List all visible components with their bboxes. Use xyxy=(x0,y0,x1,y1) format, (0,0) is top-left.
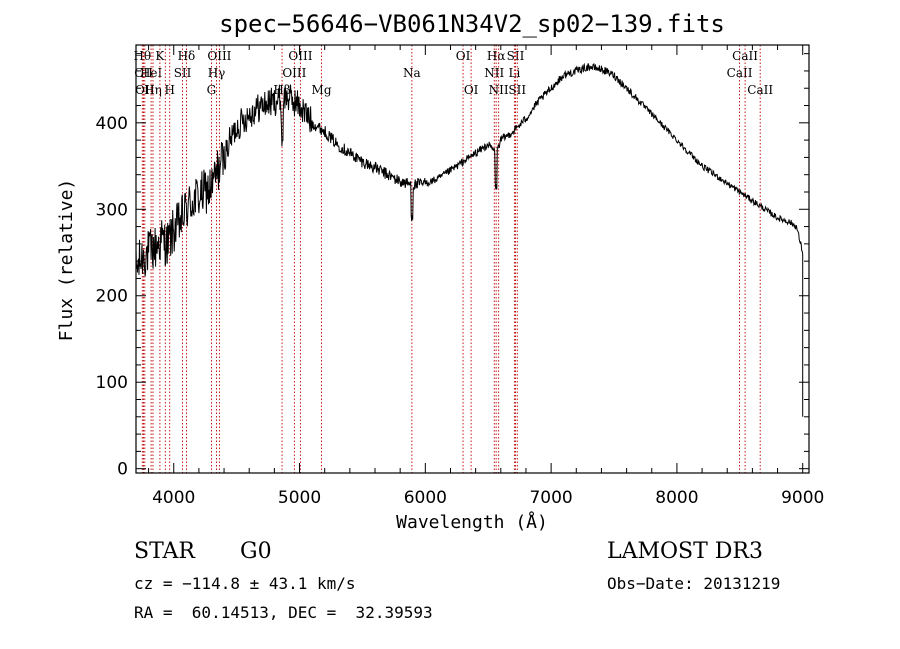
x-tick-label: 5000 xyxy=(278,488,321,508)
line-label: SII xyxy=(507,49,525,63)
spectrum-series xyxy=(135,62,804,469)
line-label: OIII xyxy=(282,66,306,80)
line-label: K xyxy=(155,49,165,63)
y-tick-label: 400 xyxy=(96,114,128,134)
line-label: NII xyxy=(484,66,504,80)
y-tick-label: 0 xyxy=(117,460,128,480)
x-axis-label: Wavelength (Å) xyxy=(396,511,548,533)
plot-frame xyxy=(135,44,810,474)
line-label: HeI xyxy=(140,66,163,80)
x-tick-label: 8000 xyxy=(655,488,698,508)
y-axis-label: Flux (relative) xyxy=(56,179,77,342)
line-label: CaII xyxy=(732,49,758,63)
ra-dec: RA = 60.14513, DEC = 32.39593 xyxy=(134,603,433,622)
line-label: Hβ xyxy=(273,83,290,97)
line-label: CaII xyxy=(747,83,773,97)
y-tick-label: 100 xyxy=(96,373,128,393)
x-tick-label: 4000 xyxy=(152,488,195,508)
line-label: Hα xyxy=(487,49,506,63)
chart-title: spec−56646−VB061N34V2_sp02−139.fits xyxy=(219,10,725,38)
observation-date: Obs−Date: 20131219 xyxy=(607,574,781,593)
line-label: CaII xyxy=(727,66,753,80)
line-label: Hθ xyxy=(133,49,151,63)
spectral-line-markers: HθCIIOIIHeIHηKHSIIHδGHγOIIIHβOIIIOIIIMgN… xyxy=(133,45,773,473)
line-label: CII xyxy=(134,66,153,80)
line-label: SII xyxy=(508,83,526,97)
line-label: OIII xyxy=(207,49,231,63)
object-class: STAR xyxy=(134,539,195,564)
line-label: Na xyxy=(403,66,421,80)
x-tick-label: 9000 xyxy=(781,488,824,508)
line-label: G xyxy=(207,83,217,97)
object-subclass: G0 xyxy=(240,539,272,564)
y-tick-label: 300 xyxy=(96,200,128,220)
x-axis: 4000 5000 6000 7000 8000 9000 xyxy=(148,45,824,508)
line-label: OII xyxy=(135,83,155,97)
line-label: OIII xyxy=(288,49,312,63)
line-label: NII xyxy=(489,83,509,97)
line-label: SII xyxy=(174,66,192,80)
line-label: Hη xyxy=(144,83,162,97)
x-tick-label: 6000 xyxy=(404,488,447,508)
line-label: OI xyxy=(464,83,479,97)
line-label: Hγ xyxy=(208,66,226,80)
line-label: Mg xyxy=(312,83,332,97)
y-tick-label: 200 xyxy=(96,287,128,307)
y-axis: 0 100 200 300 400 xyxy=(96,53,809,480)
line-label: OI xyxy=(456,49,471,63)
spectrum-line xyxy=(135,62,804,469)
line-label: Hδ xyxy=(178,49,196,63)
line-label: Li xyxy=(508,66,520,80)
redshift-cz: cz = −114.8 ± 43.1 km/s xyxy=(134,574,356,593)
survey-name: LAMOST DR3 xyxy=(607,539,763,564)
x-tick-label: 7000 xyxy=(529,488,572,508)
line-label: H xyxy=(164,83,174,97)
